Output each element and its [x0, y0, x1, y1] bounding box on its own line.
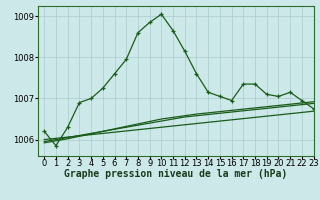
X-axis label: Graphe pression niveau de la mer (hPa): Graphe pression niveau de la mer (hPa): [64, 169, 288, 179]
